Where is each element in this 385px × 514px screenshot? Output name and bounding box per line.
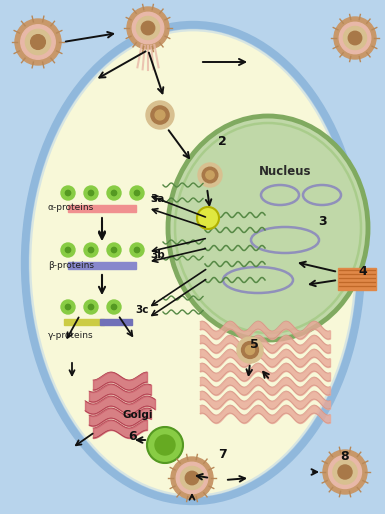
Bar xyxy=(100,319,132,325)
Circle shape xyxy=(111,247,117,253)
Text: 3c: 3c xyxy=(135,305,149,315)
Circle shape xyxy=(171,457,213,499)
Text: 8: 8 xyxy=(340,450,349,463)
Text: α-proteins: α-proteins xyxy=(48,204,94,212)
Circle shape xyxy=(343,26,367,49)
Text: Golgi: Golgi xyxy=(123,410,153,420)
Circle shape xyxy=(130,243,144,257)
Circle shape xyxy=(111,304,117,309)
Circle shape xyxy=(333,460,357,484)
Circle shape xyxy=(21,25,55,59)
Circle shape xyxy=(348,31,362,45)
Circle shape xyxy=(61,300,75,314)
Circle shape xyxy=(155,110,165,120)
Circle shape xyxy=(197,207,219,229)
Circle shape xyxy=(176,462,208,494)
Circle shape xyxy=(134,190,140,196)
Circle shape xyxy=(202,167,218,183)
Circle shape xyxy=(338,465,352,479)
Text: 3b: 3b xyxy=(150,250,165,260)
Circle shape xyxy=(328,455,362,488)
Circle shape xyxy=(151,106,169,124)
Circle shape xyxy=(84,243,98,257)
Circle shape xyxy=(107,300,121,314)
Circle shape xyxy=(84,186,98,200)
Circle shape xyxy=(88,190,94,196)
Circle shape xyxy=(88,247,94,253)
Ellipse shape xyxy=(168,116,368,340)
Text: 3: 3 xyxy=(318,215,326,228)
Circle shape xyxy=(107,186,121,200)
Circle shape xyxy=(88,304,94,309)
Circle shape xyxy=(65,190,71,196)
Circle shape xyxy=(31,34,45,49)
Circle shape xyxy=(185,471,199,485)
Circle shape xyxy=(15,19,61,65)
Circle shape xyxy=(339,22,371,54)
Text: 6: 6 xyxy=(128,430,137,443)
Circle shape xyxy=(107,243,121,257)
Circle shape xyxy=(127,7,169,49)
Circle shape xyxy=(241,341,258,358)
Circle shape xyxy=(61,243,75,257)
Text: β-proteins: β-proteins xyxy=(48,261,94,269)
Bar xyxy=(64,319,104,325)
Circle shape xyxy=(136,16,159,40)
Circle shape xyxy=(130,186,144,200)
Circle shape xyxy=(147,427,183,463)
Circle shape xyxy=(146,101,174,129)
Bar xyxy=(338,268,376,290)
Text: 3a: 3a xyxy=(150,194,164,204)
Circle shape xyxy=(65,247,71,253)
Bar xyxy=(68,262,136,268)
Bar xyxy=(68,205,136,211)
Text: 7: 7 xyxy=(218,448,227,461)
Circle shape xyxy=(206,171,214,179)
Circle shape xyxy=(141,21,155,35)
Circle shape xyxy=(181,466,204,489)
Circle shape xyxy=(25,29,51,54)
Text: 4: 4 xyxy=(358,265,367,278)
Circle shape xyxy=(237,337,263,363)
Text: 2: 2 xyxy=(218,135,227,148)
Circle shape xyxy=(61,186,75,200)
Ellipse shape xyxy=(25,25,361,501)
Circle shape xyxy=(134,247,140,253)
Circle shape xyxy=(155,435,175,455)
Circle shape xyxy=(84,300,98,314)
Circle shape xyxy=(132,12,164,44)
Text: 5: 5 xyxy=(250,338,259,351)
Circle shape xyxy=(65,304,71,309)
Circle shape xyxy=(111,190,117,196)
Circle shape xyxy=(246,345,254,355)
Circle shape xyxy=(198,163,222,187)
Circle shape xyxy=(334,17,376,59)
Text: Nucleus: Nucleus xyxy=(259,165,311,178)
Circle shape xyxy=(323,450,367,494)
Text: γ-proteins: γ-proteins xyxy=(48,331,94,340)
